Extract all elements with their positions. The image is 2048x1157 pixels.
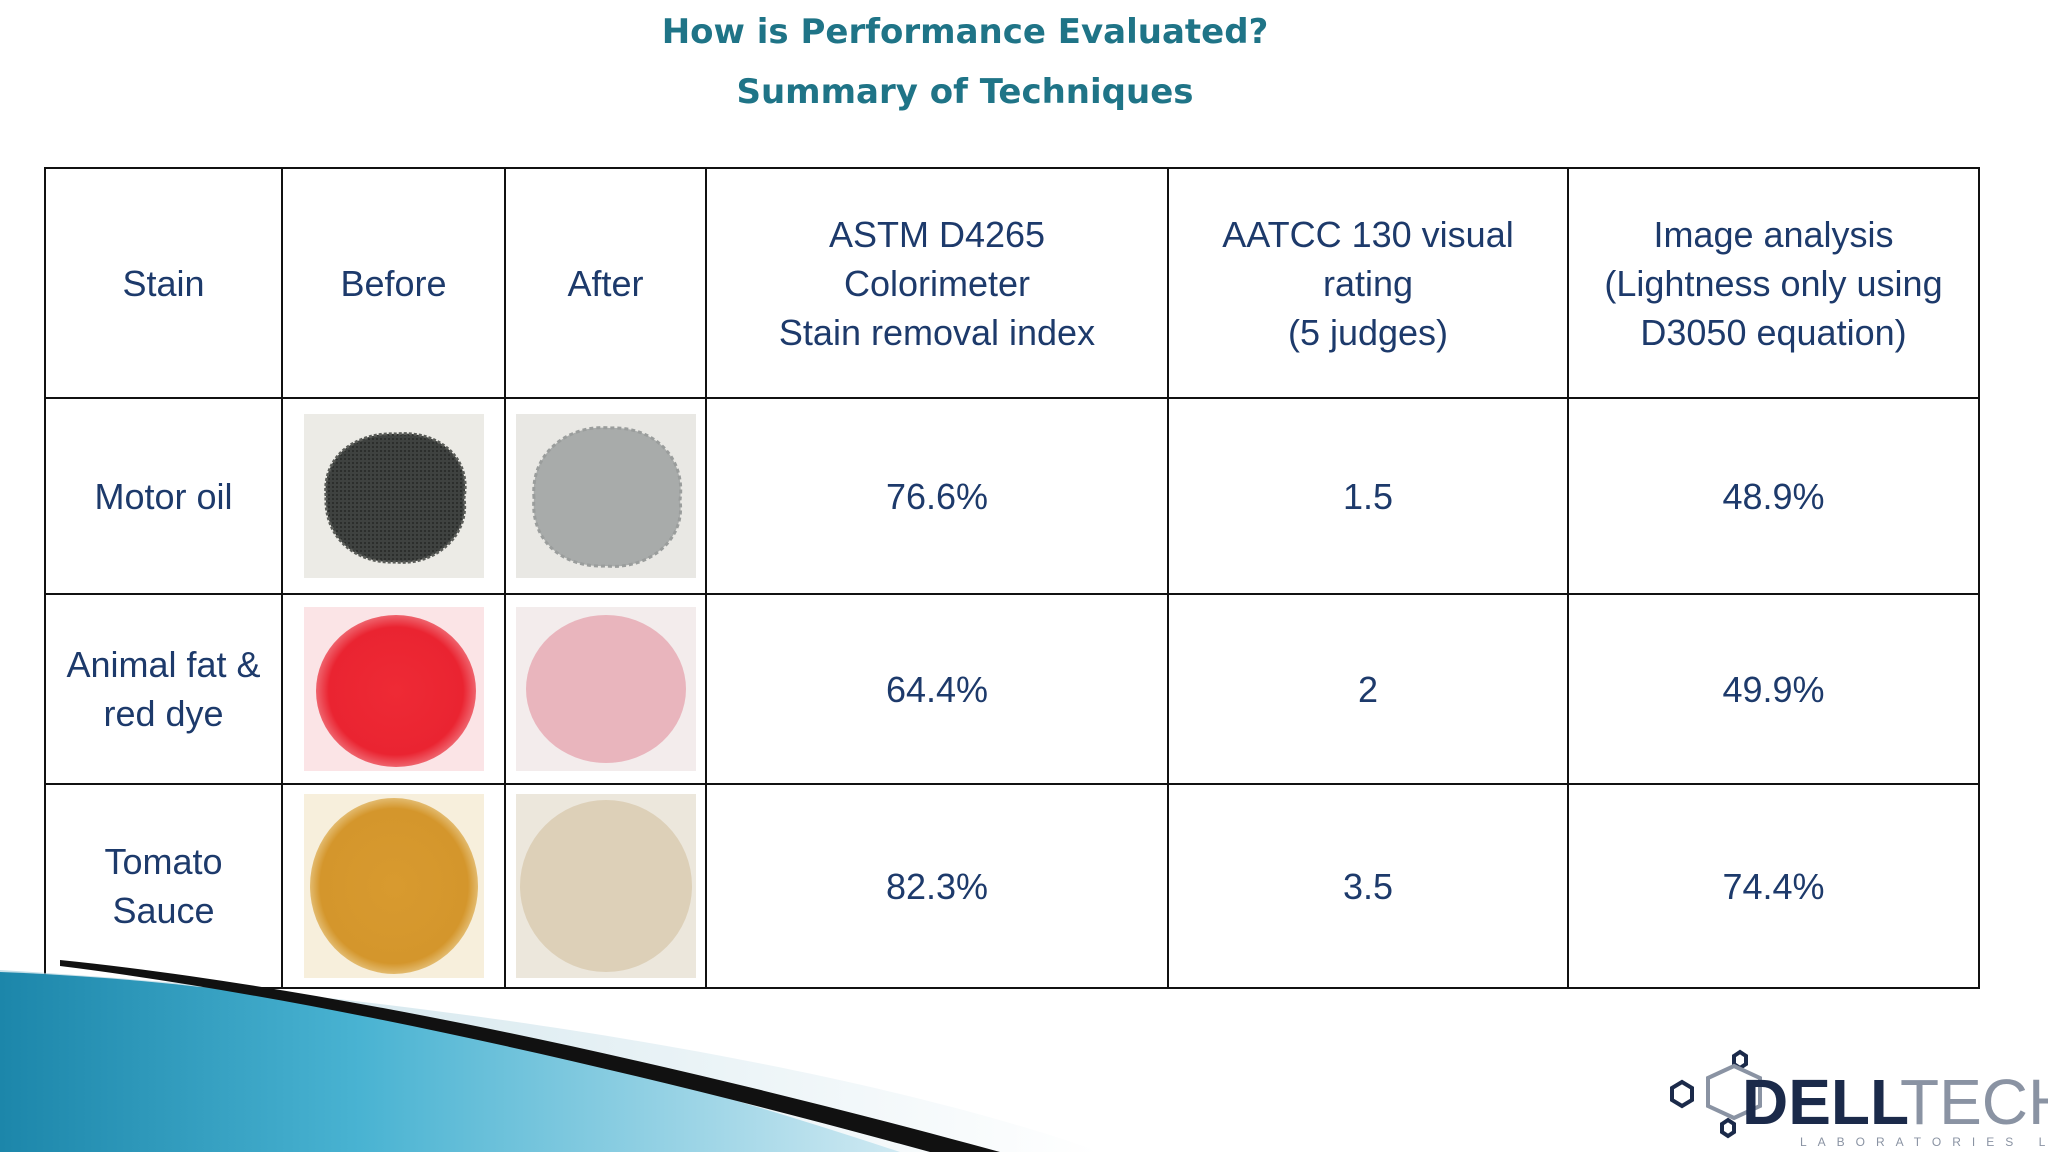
column-header-image-analysis: Image analysis (Lightness only using D30… [1567,167,1980,399]
astm-value-cell: 82.3% [705,783,1169,989]
column-header-aatcc: AATCC 130 visual rating (5 judges) [1167,167,1569,399]
svg-text:TECH: TECH [1900,1066,2048,1138]
svg-text:DELL: DELL [1742,1066,1909,1138]
before-image-cell [281,397,506,595]
light-gray-stain-swatch [515,414,696,578]
pink-stain-swatch [515,607,696,771]
aatcc-value-cell: 1.5 [1167,397,1569,595]
table-header-row: Stain Before After ASTM D4265 Colorimete… [44,167,1980,399]
page-title: How is Performance Evaluated? [661,12,1269,52]
table-row: Tomato Sauce [44,783,1980,989]
astm-value-cell: 76.6% [705,397,1169,595]
stain-name-cell: Motor oil [44,397,283,595]
column-header-astm: ASTM D4265 Colorimeter Stain removal ind… [705,167,1169,399]
delltech-logo: DELL TECH LABORATORIES LTD [1650,1040,2048,1152]
column-header-after: After [504,167,707,399]
orange-stain-swatch [303,794,484,978]
page-subtitle: Summary of Techniques [736,72,1194,112]
image-analysis-value-cell: 48.9% [1567,397,1980,595]
red-stain-swatch [303,607,484,771]
beige-stain-swatch [515,794,696,978]
stain-name-cell: Animal fat & red dye [44,593,283,785]
after-image-cell [504,783,707,989]
dark-gray-stain-swatch [303,414,484,578]
astm-value-cell: 64.4% [705,593,1169,785]
column-header-before: Before [281,167,506,399]
table-row: Animal fat & red dye [44,593,1980,785]
table-row: Motor oil [44,397,1980,595]
after-image-cell [504,593,707,785]
stain-name-cell: Tomato Sauce [44,783,283,989]
before-image-cell [281,593,506,785]
aatcc-value-cell: 2 [1167,593,1569,785]
column-header-stain: Stain [44,167,283,399]
footer-swoosh-decoration [0,960,1100,1152]
aatcc-value-cell: 3.5 [1167,783,1569,989]
image-analysis-value-cell: 74.4% [1567,783,1980,989]
image-analysis-value-cell: 49.9% [1567,593,1980,785]
before-image-cell [281,783,506,989]
techniques-summary-table: Stain Before After ASTM D4265 Colorimete… [44,167,1980,989]
svg-text:LABORATORIES LTD: LABORATORIES LTD [1800,1135,2048,1149]
after-image-cell [504,397,707,595]
